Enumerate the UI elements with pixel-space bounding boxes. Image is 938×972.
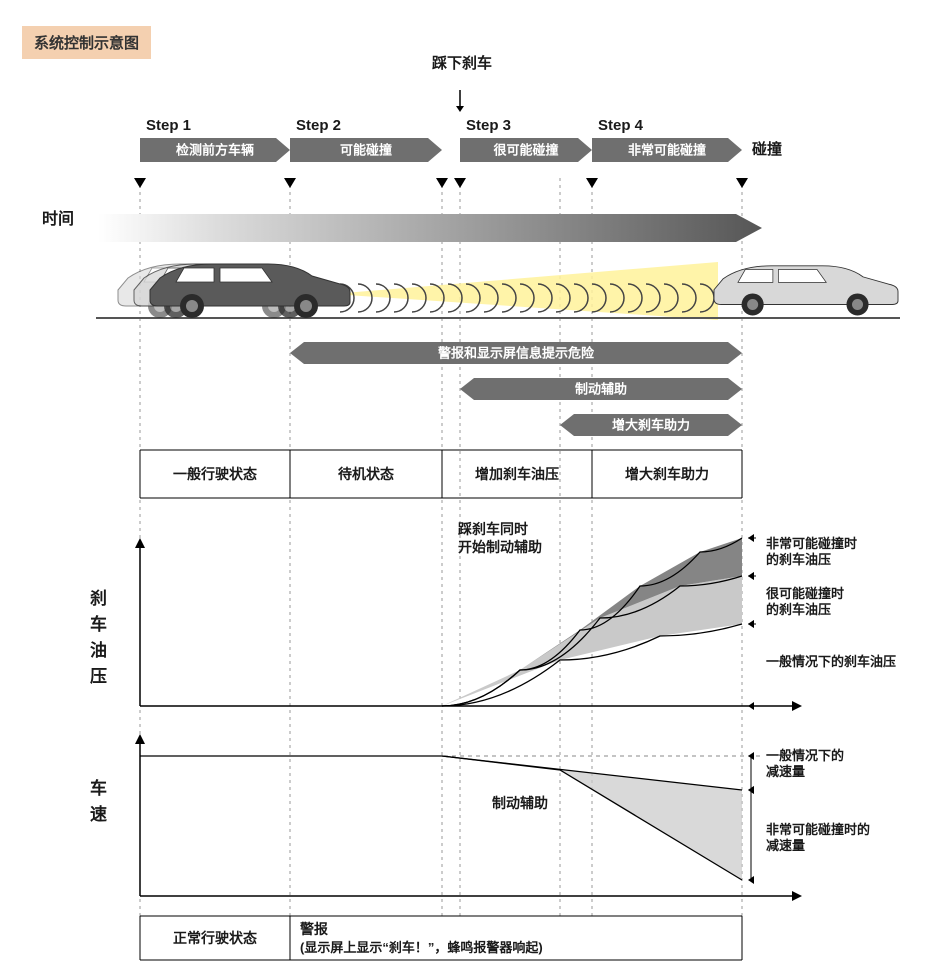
svg-text:时间: 时间 [42, 209, 74, 228]
svg-text:刹: 刹 [90, 589, 107, 608]
svg-text:车: 车 [90, 778, 107, 798]
svg-text:减速量: 减速量 [766, 764, 805, 779]
svg-text:制动辅助: 制动辅助 [492, 795, 548, 811]
svg-text:Step 3: Step 3 [466, 117, 511, 134]
svg-text:增大刹车助力: 增大刹车助力 [612, 418, 690, 433]
svg-text:Step 2: Step 2 [296, 117, 341, 134]
svg-text:一般行驶状态: 一般行驶状态 [173, 466, 257, 482]
svg-text:Step 4: Step 4 [598, 117, 644, 134]
svg-text:非常可能碰撞时的: 非常可能碰撞时的 [766, 822, 870, 837]
svg-text:一般情况下的刹车油压: 一般情况下的刹车油压 [766, 654, 896, 669]
svg-text:检测前方车辆: 检测前方车辆 [176, 143, 254, 158]
svg-text:制动辅助: 制动辅助 [575, 382, 627, 397]
svg-text:正常行驶状态: 正常行驶状态 [173, 930, 257, 946]
svg-text:的刹车油压: 的刹车油压 [766, 552, 831, 567]
svg-text:一般情况下的: 一般情况下的 [766, 748, 844, 763]
svg-text:速: 速 [90, 804, 107, 824]
svg-text:踩刹车同时: 踩刹车同时 [458, 521, 528, 537]
svg-text:待机状态: 待机状态 [338, 466, 394, 482]
svg-text:碰撞: 碰撞 [752, 140, 782, 158]
svg-text:很可能碰撞时: 很可能碰撞时 [766, 586, 844, 601]
svg-text:警报: 警报 [300, 921, 328, 937]
svg-text:(显示屏上显示“刹车！”，蜂鸣报警器响起): (显示屏上显示“刹车！”，蜂鸣报警器响起) [300, 940, 543, 955]
svg-text:油: 油 [90, 640, 107, 660]
svg-text:踩下刹车: 踩下刹车 [432, 54, 492, 72]
svg-text:的刹车油压: 的刹车油压 [766, 602, 831, 617]
svg-text:警报和显示屏信息提示危险: 警报和显示屏信息提示危险 [438, 346, 595, 361]
svg-text:车: 车 [90, 614, 107, 634]
svg-text:增加刹车油压: 增加刹车油压 [475, 466, 559, 482]
svg-text:减速量: 减速量 [766, 838, 805, 853]
diagram-svg: 踩下刹车检测前方车辆 Step 1 可能碰撞 Step 2 很可能碰撞 Step 3 非常可… [0, 0, 938, 972]
svg-text:压: 压 [90, 667, 107, 686]
svg-text:可能碰撞: 可能碰撞 [340, 143, 392, 158]
svg-text:增大刹车助力: 增大刹车助力 [625, 466, 709, 482]
svg-text:非常可能碰撞时: 非常可能碰撞时 [766, 536, 857, 551]
svg-text:非常可能碰撞: 非常可能碰撞 [628, 143, 706, 158]
svg-text:Step 1: Step 1 [146, 117, 191, 134]
svg-text:很可能碰撞: 很可能碰撞 [493, 143, 558, 158]
svg-text:开始制动辅助: 开始制动辅助 [458, 539, 542, 555]
